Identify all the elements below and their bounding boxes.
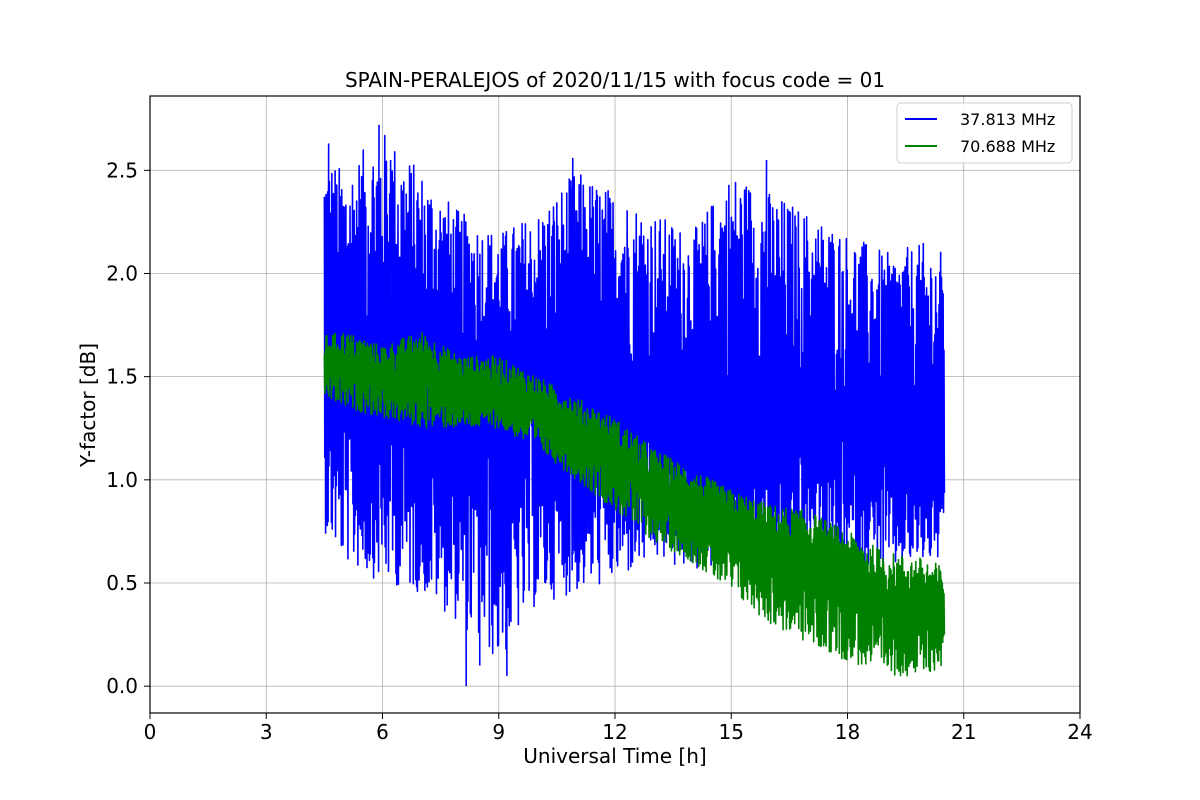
y-tick-label: 2.5 [106,158,138,182]
y-tick-label: 0.0 [106,674,138,698]
x-axis-label: Universal Time [h] [523,744,706,768]
legend-box [896,102,1073,164]
y-axis-label: Y-factor [dB] [76,343,100,468]
legend: 37.813 MHz 70.688 MHz [896,102,1073,164]
legend-label-70-688: 70.688 MHz [960,137,1055,156]
x-tick-label: 6 [376,720,389,744]
y-tick-label: 1.0 [106,468,138,492]
legend-label-37-813: 37.813 MHz [960,110,1055,129]
y-tick-label: 2.0 [106,261,138,285]
x-tick-label: 3 [260,720,273,744]
y-tick-label: 1.5 [106,365,138,389]
axis-ticks: 0 3 6 9 12 15 18 21 24 0.0 0.5 1.0 1.5 2.0 2.5 [106,158,1093,744]
plot-series [323,124,946,687]
x-tick-label: 21 [951,720,976,744]
x-tick-label: 0 [144,720,157,744]
x-tick-label: 12 [602,720,627,744]
chart-title: SPAIN-PERALEJOS of 2020/11/15 with focus… [345,68,885,92]
x-tick-label: 24 [1067,720,1092,744]
series-line-37-813-mhz [323,124,946,687]
x-tick-label: 18 [835,720,860,744]
series-line-70-688-mhz [323,332,946,677]
x-tick-label: 15 [719,720,744,744]
y-tick-label: 0.5 [106,571,138,595]
x-tick-label: 9 [492,720,505,744]
